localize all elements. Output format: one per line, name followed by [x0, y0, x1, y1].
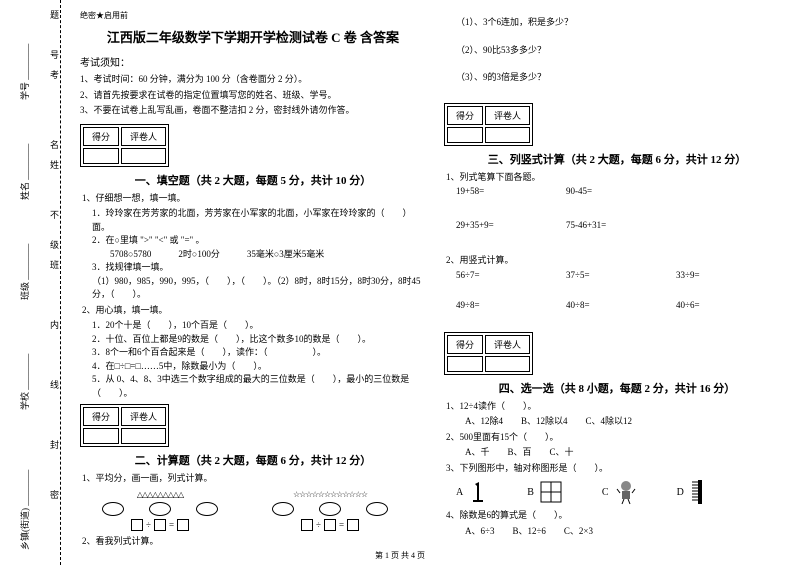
right-column: （1）、3个6连加，积是多少？ （2）、90比53多多少？ （3）、9的3倍是多… — [444, 10, 790, 550]
exam-title: 江西版二年级数学下学期开学检测试卷 C 卷 含答案 — [80, 27, 426, 46]
q2-stem: 2、用心填，填一填。 — [82, 304, 426, 318]
comb-icon — [690, 479, 704, 505]
oval-icon — [366, 502, 388, 516]
binding-l0: 号 — [48, 50, 61, 59]
equation-boxes[interactable]: ÷= — [260, 519, 400, 531]
binding-l3: 姓 — [48, 160, 61, 169]
q9-b: B — [527, 487, 534, 498]
oval-icon — [272, 502, 294, 516]
q2-4: 4．在□÷□=□……5中，除数最小为（ ）。 — [92, 360, 426, 374]
q4-stem: 2、看我列式计算。 — [82, 535, 426, 549]
notice-2: 2、请首先按要求在试卷的指定位置填写您的姓名、班级、学号。 — [80, 89, 426, 102]
q2-5: 5．从 0、4、8、3中选三个数字组成的最大的三位数是（ ），最小的三位数是（ … — [92, 373, 426, 400]
q1-stem: 1、仔细想一想，填一填。 — [82, 192, 426, 206]
q1-1: 1．玲玲家在芳芳家的北面，芳芳家在小军家的北面，小军家在玲玲家的（ ）面。 — [92, 207, 426, 234]
binding-margin: 题 号 考 名 姓 不 级 班 内 线 封 密 乡镇(街道) ________ … — [0, 0, 75, 565]
tree-left: △△△△△△△△△ ÷= — [90, 490, 230, 531]
binding-hint: 题 — [48, 10, 61, 19]
score-box-1: 得分评卷人 — [80, 124, 169, 167]
q10-opts[interactable]: A、6÷3 B、12÷6 C、2×3 — [456, 525, 790, 539]
q2-2: 2．十位、百位上都是9的数是（ ），比这个数多10的数是（ ）。 — [92, 333, 426, 347]
q6-row2[interactable]: 49÷8=40÷8=40÷6= — [456, 300, 790, 310]
triangles-icon: △△△△△△△△△ — [90, 490, 230, 499]
q8-opts[interactable]: A、千 B、百 C、十 — [456, 446, 790, 460]
page-content: 绝密★启用前 江西版二年级数学下学期开学检测试卷 C 卷 含答案 考试须知： 1… — [80, 10, 790, 550]
section-4-title: 四、选一选（共 8 小题，每题 2 分，共计 16 分） — [444, 380, 790, 396]
q4-2: （2）、90比53多多少？ — [456, 44, 790, 58]
score-box-4: 得分评卷人 — [444, 332, 533, 375]
q9-c: C — [602, 487, 609, 498]
q1-2: 2．在○里填 ">" "<" 或 "=" 。 — [92, 234, 426, 248]
binding-l7: 内 — [48, 320, 61, 329]
oval-icon — [196, 502, 218, 516]
q9-d: D — [677, 487, 684, 498]
q3-stem: 1、平均分，画一画，列式计算。 — [82, 472, 426, 486]
q7-stem: 1、12÷4读作（ ）。 — [446, 400, 790, 414]
q9-choices[interactable]: A B C D — [456, 479, 790, 505]
page-footer: 第 1 页 共 4 页 — [0, 550, 800, 561]
q9-a: A — [456, 487, 463, 498]
binding-l9: 封 — [48, 440, 61, 449]
section-2-title: 二、计算题（共 2 大题，每题 6 分，共计 12 分） — [80, 452, 426, 468]
section-3-title: 三、列竖式计算（共 2 大题，每题 6 分，共计 12 分） — [444, 151, 790, 167]
q5-row1[interactable]: 19+58=90-45= — [456, 186, 790, 196]
q10-stem: 4、除数是6的算式是（ ）。 — [446, 509, 790, 523]
q7-opts[interactable]: A、12除4 B、12除以4 C、4除以12 — [456, 415, 790, 429]
q4-3: （3）、9的3倍是多少？ — [456, 71, 790, 85]
q9-stem: 3、下列图形中，轴对称图形是（ ）。 — [446, 462, 790, 476]
binding-l1: 考 — [48, 70, 61, 79]
notice-1: 1、考试时间：60 分钟，满分为 100 分（含卷面分 2 分）。 — [80, 73, 426, 86]
notice-3: 3、不要在试卷上乱写乱画，卷面不整洁扣 2 分，密封线外请勿作答。 — [80, 104, 426, 117]
field-township: 乡镇(街道) ________ — [18, 470, 31, 550]
score-label: 得分 — [83, 127, 119, 146]
binding-l2: 名 — [48, 140, 61, 149]
reviewer-label: 评卷人 — [121, 127, 166, 146]
q6-row1[interactable]: 56÷7=37÷5=33÷9= — [456, 270, 790, 280]
binding-l8: 线 — [48, 380, 61, 389]
q2-3: 3．8个一和6个百合起来是（ ），读作：（ ）。 — [92, 346, 426, 360]
oval-icon — [102, 502, 124, 516]
q5-row2[interactable]: 29+35+9=75-46+31= — [456, 220, 790, 230]
grid-square-icon — [540, 481, 562, 503]
notice-heading: 考试须知： — [80, 54, 426, 69]
binding-l5: 级 — [48, 240, 61, 249]
left-column: 绝密★启用前 江西版二年级数学下学期开学检测试卷 C 卷 含答案 考试须知： 1… — [80, 10, 426, 550]
q1-3b: （1）980，985，990，995，（ ），（ ）。（2）8时，8时15分，8… — [92, 275, 426, 302]
q1-3: 3．找规律填一填。 — [92, 261, 426, 275]
q5-stem: 1、列式笔算下面各题。 — [446, 171, 790, 185]
binding-l4: 不 — [48, 210, 61, 219]
division-diagram: △△△△△△△△△ ÷= ☆☆☆☆☆☆☆☆☆☆☆☆ ÷= — [90, 490, 426, 531]
q8-stem: 2、500里面有15个（ ）。 — [446, 431, 790, 445]
field-class: 班级 ________ — [18, 244, 31, 300]
tree-right: ☆☆☆☆☆☆☆☆☆☆☆☆ ÷= — [260, 490, 400, 531]
binding-l6: 班 — [48, 260, 61, 269]
secret-label: 绝密★启用前 — [80, 10, 426, 21]
field-name: 姓名 ________ — [18, 144, 31, 200]
field-school: 学校 ________ — [18, 354, 31, 410]
digit-one-icon — [469, 480, 487, 504]
field-id: 学号 ________ — [18, 44, 31, 100]
q1-2b: 5708○5780 2时○100分 35毫米○3厘米5毫米 — [92, 248, 426, 262]
cartoon-figure-icon — [615, 479, 637, 505]
score-box-2: 得分评卷人 — [80, 404, 169, 447]
oval-icon — [319, 502, 341, 516]
score-box-3: 得分评卷人 — [444, 103, 533, 146]
stars-icon: ☆☆☆☆☆☆☆☆☆☆☆☆ — [260, 490, 400, 499]
binding-dash-line — [60, 0, 61, 565]
score-cell[interactable] — [83, 148, 119, 164]
q2-1: 1．20个十是（ ），10个百是（ ）。 — [92, 319, 426, 333]
oval-icon — [149, 502, 171, 516]
equation-boxes[interactable]: ÷= — [90, 519, 230, 531]
reviewer-cell[interactable] — [121, 148, 166, 164]
section-1-title: 一、填空题（共 2 大题，每题 5 分，共计 10 分） — [80, 172, 426, 188]
binding-l10: 密 — [48, 490, 61, 499]
q4-1: （1）、3个6连加，积是多少？ — [456, 16, 790, 30]
q6-stem: 2、用竖式计算。 — [446, 254, 790, 268]
